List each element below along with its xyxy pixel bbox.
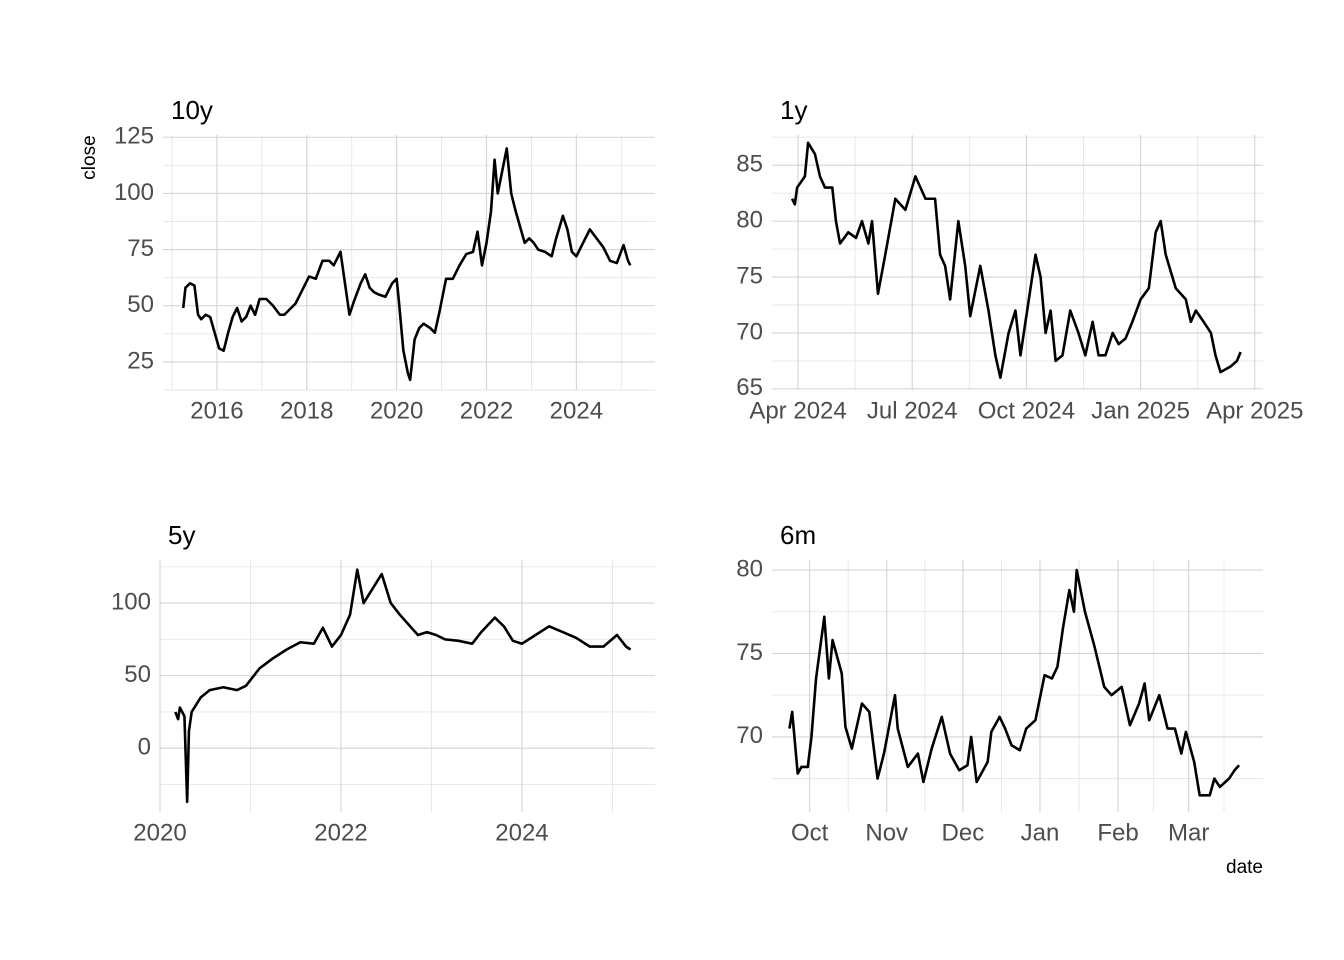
x-tick-label: Apr 2024	[749, 397, 846, 424]
y-tick-label: 50	[127, 291, 154, 318]
panel-title: 10y	[171, 95, 213, 125]
y-tick-label: 65	[736, 374, 763, 401]
x-tick-label: 2016	[190, 397, 243, 424]
x-tick-label: 2022	[314, 819, 367, 846]
y-tick-label: 75	[736, 639, 763, 666]
y-tick-label: 70	[736, 318, 763, 345]
x-tick-label: Nov	[865, 819, 908, 846]
x-tick-label: Dec	[942, 819, 985, 846]
y-tick-label: 85	[736, 151, 763, 178]
y-tick-label: 80	[736, 555, 763, 582]
x-tick-label: Apr 2025	[1206, 397, 1303, 424]
x-tick-label: 2020	[133, 819, 186, 846]
x-tick-label: Jul 2024	[867, 397, 958, 424]
x-tick-label: Jan	[1021, 819, 1060, 846]
x-tick-label: 2018	[280, 397, 333, 424]
price-line	[181, 147, 632, 382]
x-tick-label: Feb	[1097, 819, 1138, 846]
x-tick-label: 2024	[495, 819, 548, 846]
y-tick-label: 75	[127, 235, 154, 262]
x-tick-label: 2020	[370, 397, 423, 424]
x-axis-label: date	[1226, 857, 1263, 878]
x-tick-label: Mar	[1168, 819, 1209, 846]
panel-title: 1y	[780, 95, 807, 125]
y-tick-label: 100	[114, 179, 154, 206]
panel-title: 5y	[168, 520, 195, 550]
y-tick-label: 50	[124, 661, 151, 688]
x-tick-label: Oct	[791, 819, 829, 846]
x-tick-label: 2024	[550, 397, 603, 424]
x-tick-label: Jan 2025	[1091, 397, 1190, 424]
y-tick-label: 25	[127, 347, 154, 374]
price-line	[790, 141, 1242, 379]
x-tick-label: 2022	[460, 397, 513, 424]
price-line	[174, 568, 632, 804]
y-axis-label: close	[79, 135, 100, 179]
x-tick-label: Oct 2024	[978, 397, 1075, 424]
panel-title: 6m	[780, 520, 816, 550]
y-tick-label: 0	[138, 734, 151, 761]
y-tick-label: 125	[114, 123, 154, 150]
y-tick-label: 100	[111, 588, 151, 615]
y-tick-label: 70	[736, 722, 763, 749]
y-tick-label: 80	[736, 206, 763, 233]
y-tick-label: 75	[736, 262, 763, 289]
price-line	[788, 568, 1241, 797]
